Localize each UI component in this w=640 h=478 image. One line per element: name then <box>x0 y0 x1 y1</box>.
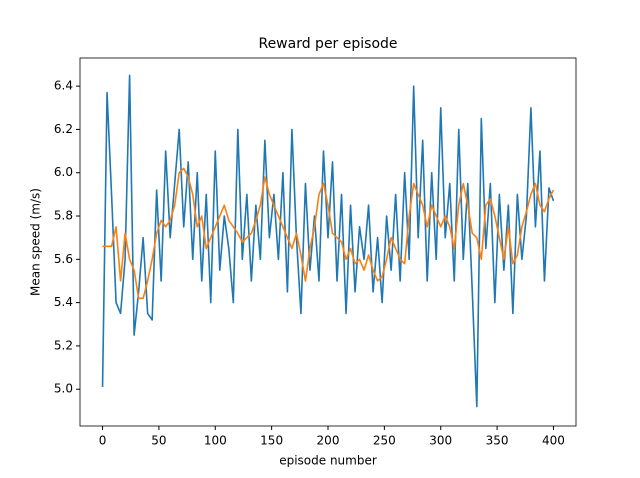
x-tick-label: 350 <box>486 434 509 448</box>
y-tick-label: 5.8 <box>54 209 73 223</box>
plot-frame <box>79 57 577 427</box>
x-tick-label: 0 <box>99 434 107 448</box>
y-axis-label: Mean speed (m/s) <box>29 188 43 296</box>
y-tick-label: 5.2 <box>54 338 73 352</box>
y-tick-label: 6.2 <box>54 122 73 136</box>
x-tick-label: 100 <box>204 434 227 448</box>
y-tick-label: 5.0 <box>54 382 73 396</box>
y-tick-label: 5.4 <box>54 295 73 309</box>
x-tick-label: 150 <box>260 434 283 448</box>
x-tick-label: 250 <box>373 434 396 448</box>
line-series <box>102 167 555 300</box>
x-tick-label: 400 <box>542 434 565 448</box>
y-tick-label: 6.0 <box>54 165 73 179</box>
x-tick-label: 50 <box>151 434 166 448</box>
x-tick-label: 200 <box>317 434 340 448</box>
y-tick-label: 6.4 <box>54 79 73 93</box>
y-tick-label: 5.6 <box>54 252 73 266</box>
line-series <box>101 74 555 408</box>
x-axis-label: episode number <box>279 454 377 468</box>
chart-title: Reward per episode <box>258 36 397 52</box>
x-tick-label: 300 <box>429 434 452 448</box>
